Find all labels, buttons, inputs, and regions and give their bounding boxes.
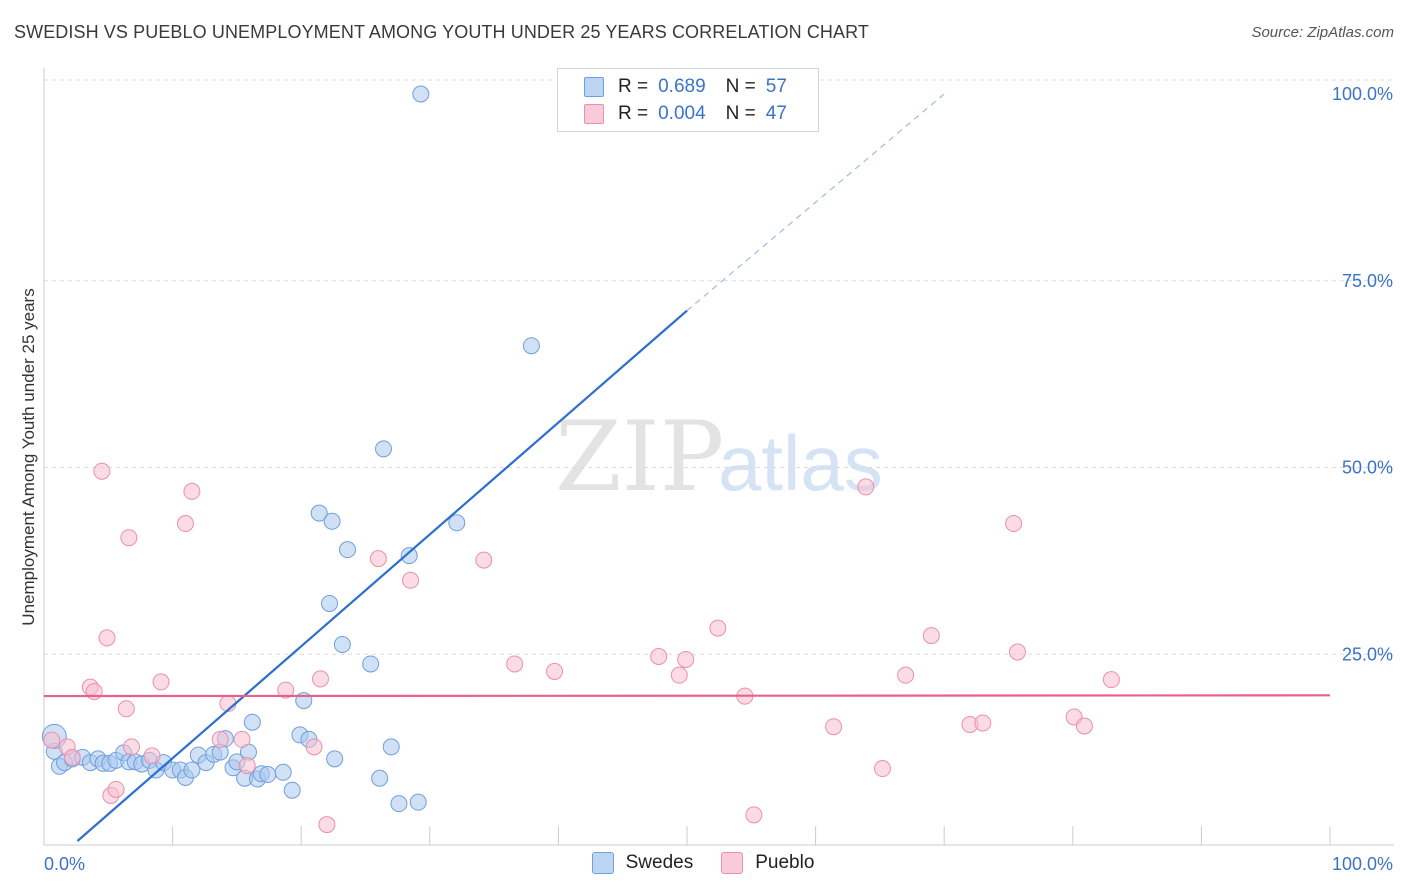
legend-label-swedes: Swedes bbox=[625, 852, 694, 873]
legend-row-swedes: R = 0.689 N = 57 bbox=[584, 74, 787, 100]
pueblo-point bbox=[85, 683, 103, 701]
pueblo-point bbox=[402, 571, 420, 589]
pueblo-point bbox=[211, 730, 229, 748]
pueblo-point bbox=[120, 529, 138, 547]
pueblo-point bbox=[897, 666, 915, 684]
swedes-point bbox=[448, 514, 466, 532]
swedes-point bbox=[333, 636, 351, 654]
pueblo-swatch bbox=[584, 104, 604, 124]
swedes-point bbox=[362, 655, 380, 673]
pueblo-point bbox=[98, 629, 116, 647]
pueblo-point bbox=[233, 730, 251, 748]
r-value: 0.689 bbox=[658, 76, 706, 97]
pueblo-point bbox=[117, 700, 135, 718]
pueblo-point bbox=[107, 780, 125, 798]
source-label: Source: ZipAtlas.com bbox=[1251, 24, 1394, 41]
legend-item-pueblo: Pueblo bbox=[721, 852, 814, 874]
legend-row-pueblo: R = 0.004 N = 47 bbox=[584, 101, 787, 127]
swedes-point bbox=[382, 738, 400, 756]
swedes-point bbox=[320, 594, 338, 612]
swedes-swatch bbox=[584, 77, 604, 97]
pueblo-point bbox=[1009, 643, 1027, 661]
pueblo-point bbox=[63, 748, 81, 766]
pueblo-point bbox=[745, 806, 763, 824]
swedes-point bbox=[323, 512, 341, 530]
series-legend: Swedes Pueblo bbox=[0, 852, 1406, 874]
pueblo-point bbox=[873, 760, 891, 778]
correlation-legend: R = 0.689 N = 57 R = 0.004 N = 47 bbox=[557, 68, 819, 132]
y-tick-label: 25.0% bbox=[1342, 644, 1393, 664]
swedes-swatch bbox=[591, 852, 614, 874]
pueblo-swatch bbox=[721, 852, 744, 874]
pueblo-point bbox=[709, 619, 727, 637]
swedes-point bbox=[409, 793, 427, 811]
swedes-point bbox=[310, 504, 328, 522]
x-tick-label: 100.0% bbox=[1332, 854, 1393, 874]
swedes-trend-line bbox=[76, 309, 688, 842]
y-axis-label: Unemployment Among Youth under 25 years bbox=[19, 288, 38, 625]
pueblo-point bbox=[238, 757, 256, 775]
swedes-point bbox=[259, 766, 277, 784]
swedes-point bbox=[371, 769, 389, 787]
x-tick-label: 0.0% bbox=[44, 854, 85, 874]
pueblo-point bbox=[183, 482, 201, 500]
watermark-atlas: atlas bbox=[718, 419, 883, 507]
pueblo-point bbox=[369, 550, 387, 568]
r-label: R = bbox=[618, 76, 649, 97]
swedes-point bbox=[183, 761, 201, 779]
pueblo-point bbox=[277, 681, 295, 699]
pueblo-point bbox=[825, 718, 843, 736]
chart-title: SWEDISH VS PUEBLO UNEMPLOYMENT AMONG YOU… bbox=[14, 22, 870, 42]
pueblo-point bbox=[857, 478, 875, 496]
pueblo-point bbox=[974, 714, 992, 732]
pueblo-point bbox=[1075, 717, 1093, 735]
swedes-trend-extension bbox=[686, 93, 945, 312]
n-label: N = bbox=[725, 103, 756, 124]
pueblo-point bbox=[93, 462, 111, 480]
swedes-point bbox=[412, 85, 430, 103]
pueblo-point bbox=[677, 650, 695, 668]
swedes-point bbox=[522, 337, 540, 355]
legend-label-pueblo: Pueblo bbox=[755, 852, 815, 873]
pueblo-point bbox=[506, 655, 524, 673]
swedes-point bbox=[283, 781, 301, 799]
swedes-point bbox=[243, 713, 261, 731]
pueblo-point bbox=[922, 627, 940, 645]
swedes-point bbox=[338, 541, 356, 559]
pueblo-point bbox=[1102, 671, 1120, 689]
swedes-point bbox=[390, 795, 408, 813]
pueblo-point bbox=[318, 816, 336, 834]
pueblo-point bbox=[650, 647, 668, 665]
n-value: 47 bbox=[765, 103, 787, 124]
pueblo-point bbox=[122, 738, 140, 756]
pueblo-point bbox=[311, 670, 329, 688]
r-value: 0.004 bbox=[658, 103, 706, 124]
swedes-point bbox=[375, 440, 393, 458]
swedes-point bbox=[274, 763, 292, 781]
watermark-zip: ZIP bbox=[555, 401, 724, 513]
y-tick-label: 50.0% bbox=[1342, 458, 1393, 478]
n-value: 57 bbox=[765, 76, 787, 97]
r-label: R = bbox=[618, 103, 649, 124]
pueblo-point bbox=[305, 738, 323, 756]
y-tick-label: 75.0% bbox=[1342, 271, 1393, 291]
pueblo-point bbox=[143, 747, 161, 765]
pueblo-point bbox=[475, 551, 493, 569]
legend-item-swedes: Swedes bbox=[591, 852, 694, 874]
pueblo-point bbox=[152, 673, 170, 691]
pueblo-point bbox=[176, 515, 194, 533]
y-tick-label: 100.0% bbox=[1332, 84, 1393, 104]
swedes-point bbox=[326, 750, 344, 768]
swedes-point bbox=[400, 547, 418, 565]
n-label: N = bbox=[725, 76, 756, 97]
pueblo-point bbox=[546, 662, 564, 680]
pueblo-point bbox=[43, 731, 61, 749]
pueblo-point bbox=[670, 666, 688, 684]
pueblo-trend-line bbox=[43, 694, 1331, 698]
pueblo-point bbox=[1005, 515, 1023, 533]
